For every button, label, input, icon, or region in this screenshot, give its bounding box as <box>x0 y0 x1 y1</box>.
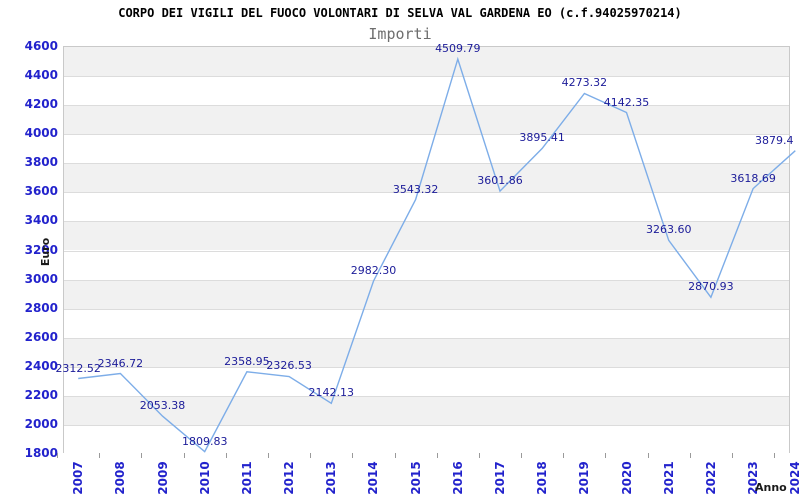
x-axis-tick-mark <box>310 453 312 458</box>
x-tick-label: 2021 <box>661 461 676 495</box>
x-axis-title: Anno <box>755 481 787 494</box>
x-axis-tick-mark <box>352 453 354 458</box>
x-axis-tick-mark <box>605 453 607 458</box>
data-point-label: 2142.13 <box>308 386 355 400</box>
grid-line <box>64 250 789 252</box>
x-tick-label: 2007 <box>71 461 86 495</box>
data-point-label: 3263.60 <box>645 223 692 237</box>
x-axis-tick-mark <box>647 453 649 458</box>
data-point-label: 4142.35 <box>603 95 650 109</box>
grid-line <box>64 76 789 78</box>
x-tick-label: 2017 <box>493 461 507 495</box>
y-tick-label: 1800 <box>24 446 58 460</box>
grid-line <box>64 424 789 426</box>
data-point-label: 3879.4 <box>755 133 794 147</box>
data-point-label: 2346.72 <box>97 356 144 370</box>
x-axis-tick-mark <box>57 453 59 458</box>
data-point-label: 3618.69 <box>730 171 776 185</box>
x-tick-label: 2022 <box>703 461 718 495</box>
data-point-label: 3543.32 <box>392 182 439 196</box>
x-tick-label: 2019 <box>577 461 592 495</box>
plot-band <box>64 76 789 106</box>
plot-band <box>64 134 789 164</box>
plot-band <box>64 250 789 280</box>
x-tick-label: 2013 <box>324 461 339 495</box>
plot-band <box>64 366 789 396</box>
x-axis-tick-mark <box>521 453 523 458</box>
x-tick-label: 2024 <box>788 461 800 495</box>
x-axis-tick-mark <box>268 453 269 458</box>
chart-subtitle: Importi <box>368 25 432 43</box>
x-axis-tick-mark <box>394 453 396 458</box>
grid-line <box>64 366 789 368</box>
y-tick-label: 4000 <box>24 126 58 141</box>
grid-line <box>64 337 789 339</box>
data-point-label: 2312.52 <box>55 361 101 375</box>
x-axis-tick-mark <box>183 453 185 458</box>
data-point-label: 2870.93 <box>688 280 734 294</box>
y-tick-label: 3000 <box>24 271 58 286</box>
data-point-label: 4509.79 <box>435 42 481 56</box>
x-axis-tick-mark <box>478 453 480 458</box>
plot-band <box>64 105 789 135</box>
x-tick-label: 2012 <box>282 461 297 495</box>
data-point-label: 1809.83 <box>181 434 228 448</box>
y-tick-label: 2800 <box>24 300 58 315</box>
y-tick-label: 4200 <box>24 97 58 112</box>
y-tick-label: 3400 <box>24 213 58 228</box>
x-tick-label: 2008 <box>113 461 128 495</box>
data-point-label: 3601.86 <box>477 174 523 188</box>
y-tick-label: 3800 <box>24 155 58 170</box>
data-point-label: 2358.95 <box>224 354 270 368</box>
grid-line <box>64 308 789 310</box>
data-point-label: 3895.41 <box>519 131 565 145</box>
x-tick-label: 2014 <box>366 461 381 495</box>
x-axis-tick-mark <box>689 453 691 458</box>
plot-band <box>64 308 789 338</box>
data-point-label: 2053.38 <box>139 399 186 413</box>
plot-band <box>64 192 789 222</box>
grid-line <box>64 105 789 107</box>
plot-band <box>64 424 789 454</box>
x-axis-tick-mark <box>563 453 565 458</box>
y-tick-label: 2200 <box>24 387 58 402</box>
data-point-label: 2326.53 <box>266 359 312 373</box>
y-tick-label: 4400 <box>24 68 58 83</box>
y-tick-label: 3200 <box>24 242 58 257</box>
x-axis-tick-mark <box>225 453 227 458</box>
x-axis-tick-mark <box>731 453 733 458</box>
x-tick-label: 2009 <box>155 461 170 495</box>
x-tick-label: 2020 <box>619 461 634 495</box>
x-tick-label: 2016 <box>450 461 465 495</box>
x-axis-tick-mark <box>436 453 438 458</box>
x-axis-tick-mark <box>141 453 143 458</box>
grid-line <box>64 163 789 165</box>
data-point-label: 4273.32 <box>561 76 608 90</box>
data-point-label: 2982.30 <box>350 264 397 278</box>
y-tick-label: 2400 <box>24 358 58 373</box>
x-tick-label: 2010 <box>197 461 212 495</box>
plot-band <box>64 279 789 309</box>
x-tick-label: 2015 <box>408 461 423 495</box>
grid-line <box>64 134 789 136</box>
y-axis-title: Euro <box>39 237 52 267</box>
grid-line <box>64 279 789 281</box>
grid-line <box>64 395 789 397</box>
x-axis-tick-mark <box>774 453 776 458</box>
plot-band <box>64 337 789 367</box>
x-tick-label: 2011 <box>239 461 254 495</box>
plot-band <box>64 47 789 77</box>
y-tick-label: 2600 <box>24 329 58 344</box>
x-tick-label: 2018 <box>535 461 550 495</box>
y-tick-label: 3600 <box>24 184 58 199</box>
y-tick-label: 4600 <box>24 39 58 53</box>
plot-area <box>63 46 790 454</box>
chart-title: CORPO DEI VIGILI DEL FUOCO VOLONTARI DI … <box>118 6 682 20</box>
x-axis-tick-mark <box>99 453 101 458</box>
y-tick-label: 2000 <box>24 416 58 431</box>
